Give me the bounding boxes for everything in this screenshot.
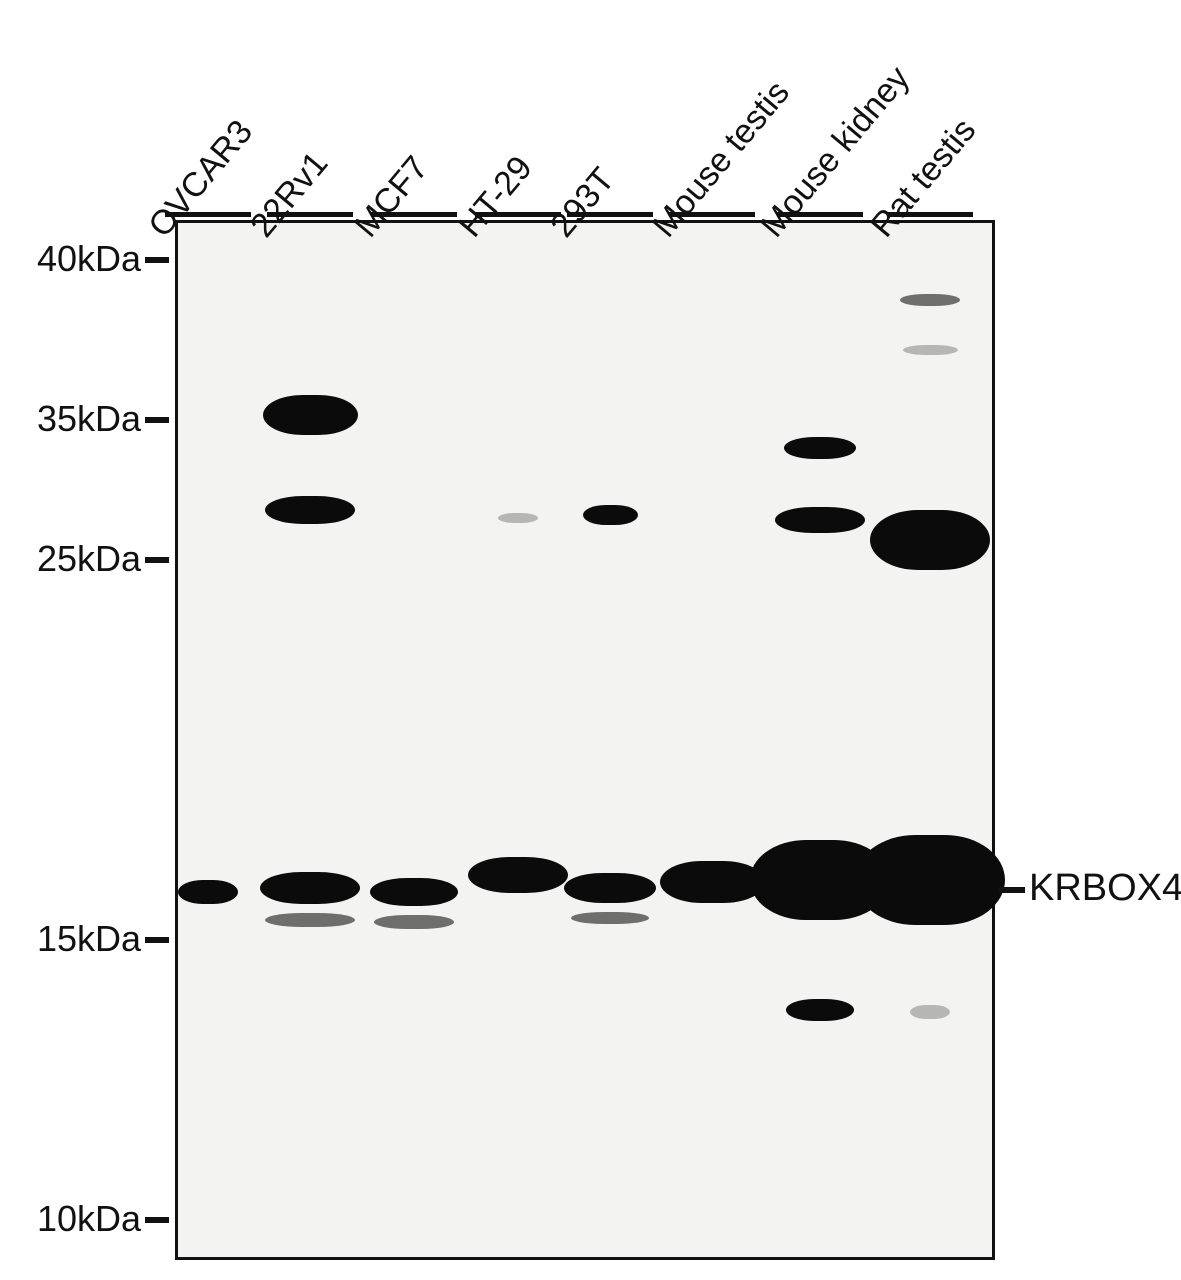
- mw-marker-tick: [145, 937, 169, 943]
- blot-band: [900, 294, 960, 306]
- mw-marker-tick: [145, 257, 169, 263]
- blot-band: [263, 395, 358, 435]
- blot-band: [571, 912, 649, 924]
- blot-band: [903, 345, 958, 355]
- blot-band: [775, 507, 865, 533]
- mw-marker-tick: [145, 557, 169, 563]
- target-label: KRBOX4: [1029, 867, 1181, 910]
- blot-membrane: [175, 220, 995, 1260]
- blot-band: [784, 437, 856, 459]
- blot-band: [260, 872, 360, 904]
- mw-marker-label: 15kDa: [0, 918, 141, 960]
- mw-marker-tick: [145, 417, 169, 423]
- blot-band: [370, 878, 458, 906]
- blot-band: [265, 496, 355, 524]
- blot-band: [583, 505, 638, 525]
- blot-band: [910, 1005, 950, 1019]
- blot-band: [660, 861, 765, 903]
- mw-marker-tick: [145, 1217, 169, 1223]
- mw-marker-label: 25kDa: [0, 538, 141, 580]
- mw-marker-label: 40kDa: [0, 238, 141, 280]
- blot-band: [870, 510, 990, 570]
- blot-band: [786, 999, 854, 1021]
- blot-band: [498, 513, 538, 523]
- blot-band: [468, 857, 568, 893]
- blot-band: [178, 880, 238, 904]
- blot-band: [265, 913, 355, 927]
- mw-marker-label: 35kDa: [0, 398, 141, 440]
- mw-marker-label: 10kDa: [0, 1198, 141, 1240]
- target-tick: [999, 887, 1025, 893]
- blot-band: [374, 915, 454, 929]
- blot-band: [855, 835, 1005, 925]
- western-blot-figure: OVCAR322Rv1MCF7HT-29293TMouse testisMous…: [0, 0, 1181, 1280]
- blot-band: [564, 873, 656, 903]
